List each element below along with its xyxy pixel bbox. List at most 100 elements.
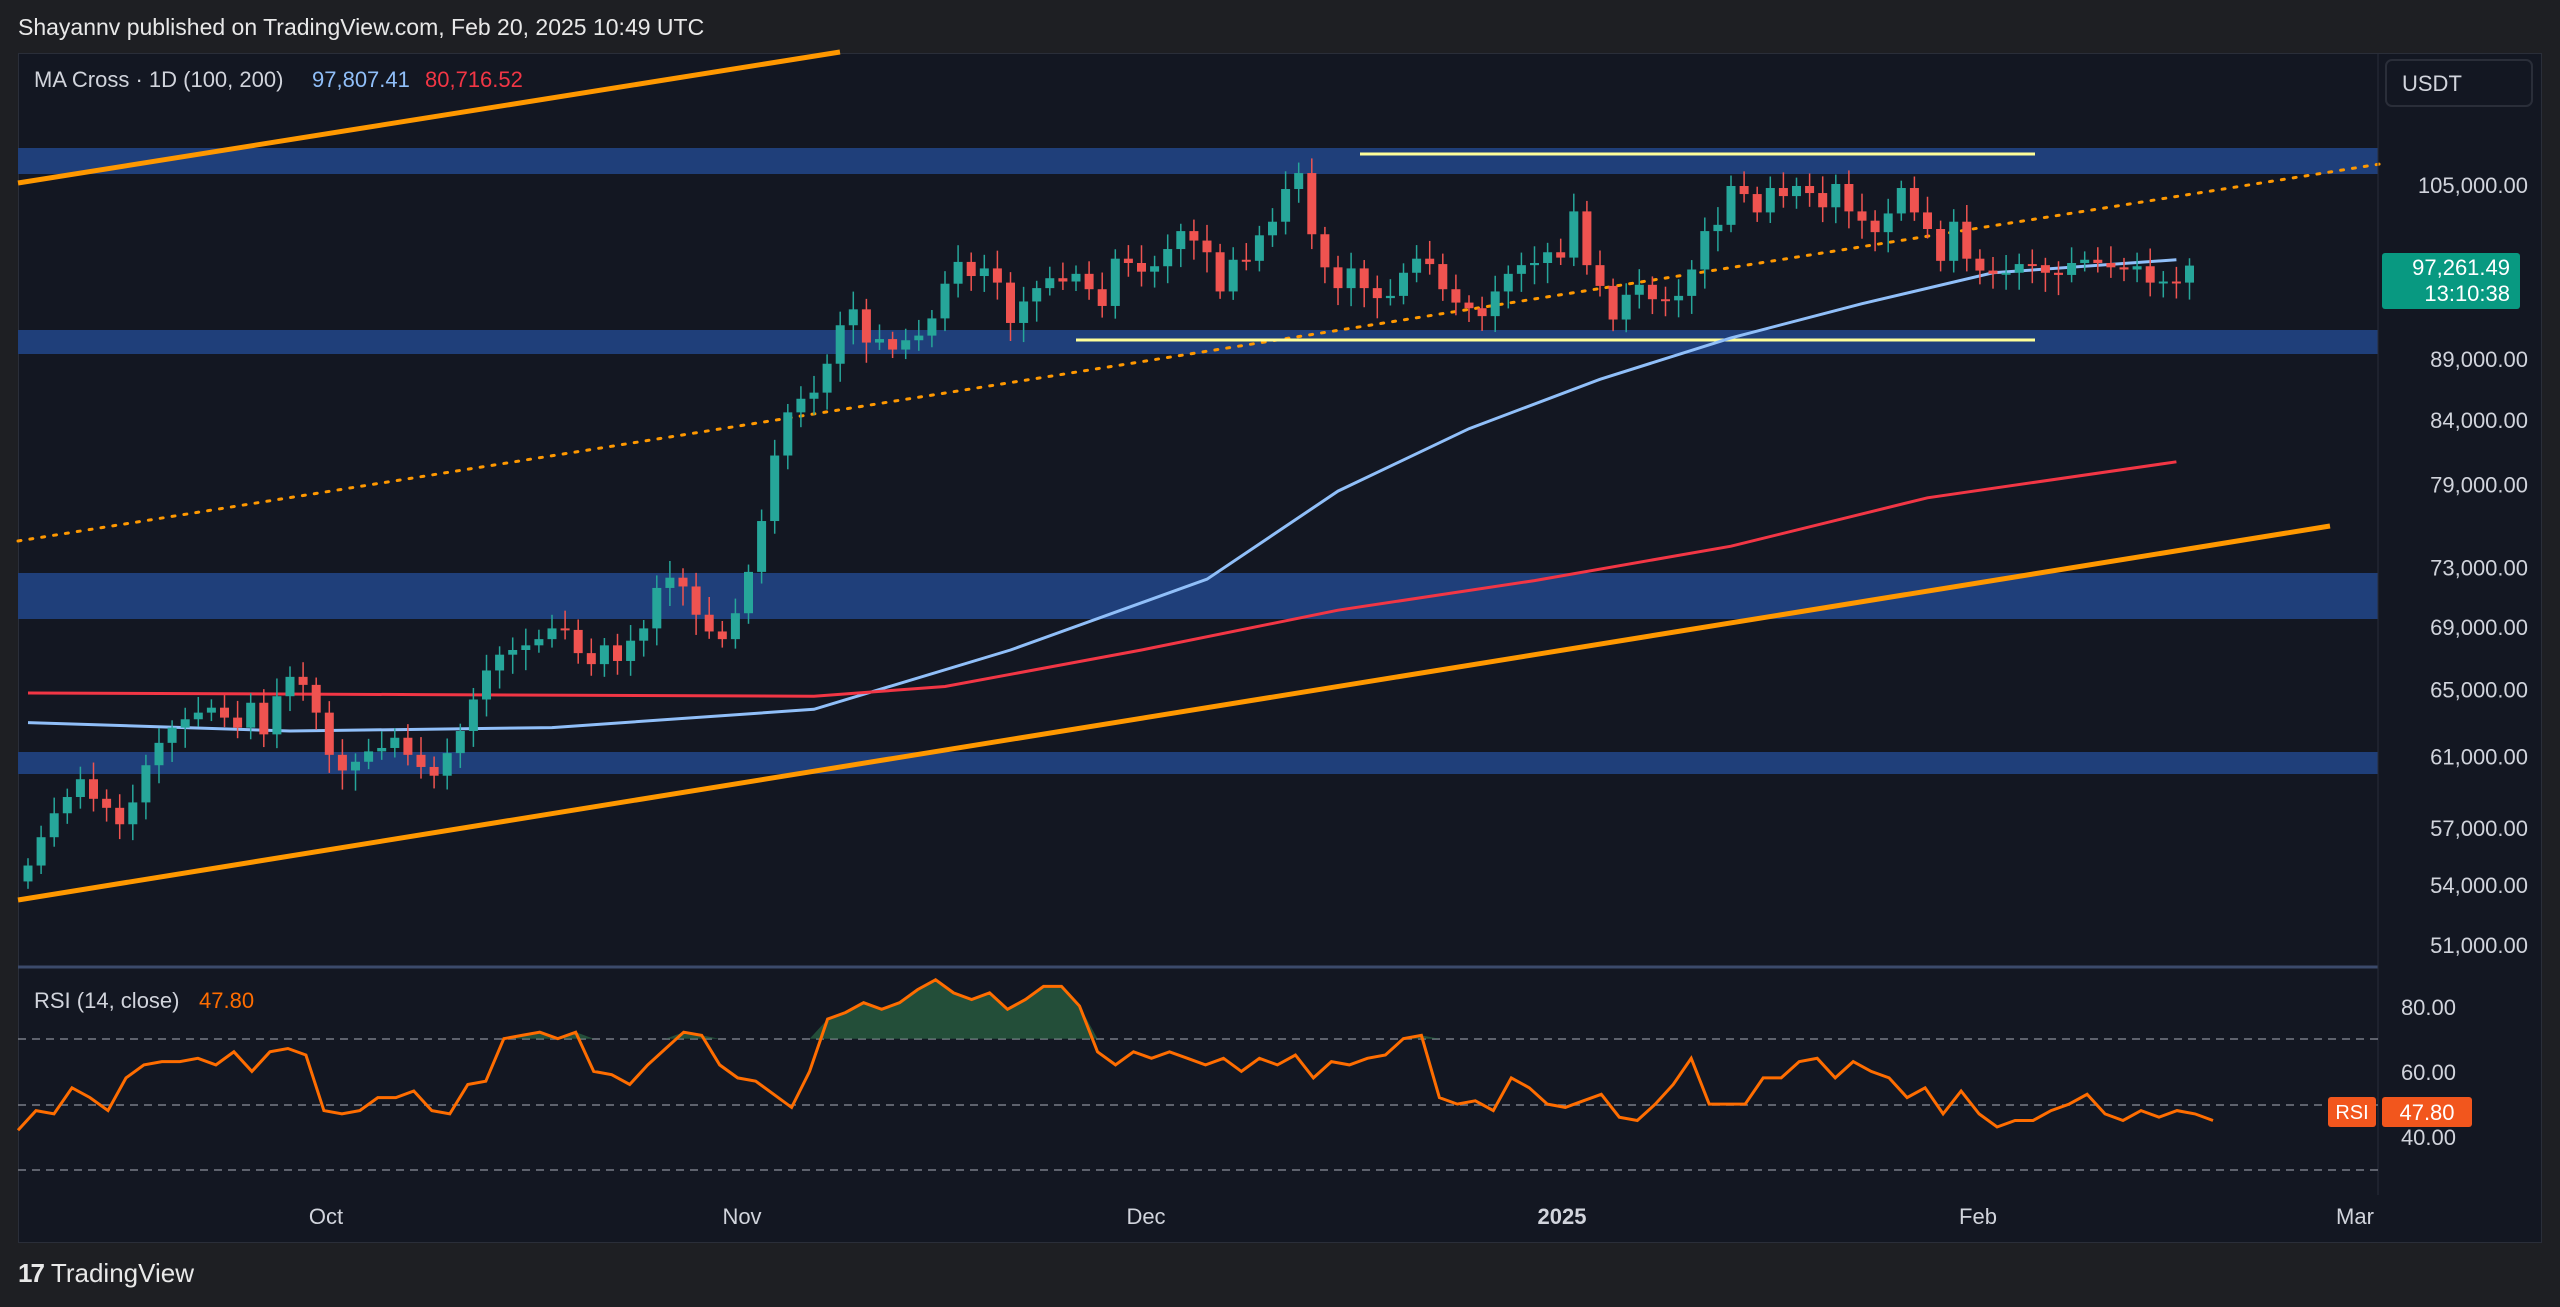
candle: [49, 797, 59, 847]
candle: [652, 575, 662, 646]
candle: [1896, 180, 1906, 221]
candle: [1438, 253, 1448, 301]
candle: [2106, 246, 2116, 278]
candle: [1006, 272, 1015, 342]
candle: [875, 324, 884, 350]
candle: [704, 596, 714, 639]
candle: [2158, 271, 2168, 298]
candle: [547, 614, 557, 648]
candle: [1045, 266, 1055, 296]
tradingview-logo-icon: 17: [18, 1258, 45, 1288]
candle: [508, 637, 518, 674]
candle: [1530, 246, 1539, 285]
rsi-legend[interactable]: RSI (14, close) 47.80: [34, 988, 254, 1013]
candle: [1752, 186, 1762, 222]
candle: [1674, 279, 1684, 318]
rsi-tag-value: 47.80: [2399, 1100, 2454, 1125]
candle: [1241, 243, 1251, 271]
candle: [783, 403, 793, 470]
ma-legend[interactable]: MA Cross · 1D (100, 200) 97,807.41 80,71…: [34, 67, 523, 92]
candle: [560, 610, 570, 640]
candle: [1883, 198, 1893, 253]
candle: [599, 637, 609, 677]
time-tick: Nov: [722, 1204, 761, 1229]
candle: [390, 728, 400, 758]
candle: [154, 728, 164, 784]
candle: [1281, 171, 1291, 235]
candle: [2132, 252, 2142, 283]
candle: [1084, 261, 1094, 300]
candle: [272, 678, 282, 749]
candle: [1333, 255, 1343, 306]
candle: [1228, 247, 1238, 300]
candle: [809, 375, 819, 415]
candle: [744, 564, 753, 624]
zone-61k: [18, 752, 2378, 774]
candle: [1137, 245, 1146, 287]
rsi-tick-60: 60.00: [2401, 1060, 2456, 1085]
upper-channel-line: [17, 49, 841, 186]
candle: [2145, 248, 2155, 297]
candle: [1215, 243, 1225, 299]
price-tick: 61,000.00: [2430, 745, 2528, 770]
candle: [848, 291, 858, 345]
candle: [1988, 256, 1998, 289]
candle: [665, 560, 675, 606]
candle: [1634, 269, 1644, 309]
candle: [351, 753, 360, 791]
candle: [1425, 240, 1435, 275]
support-zone-89k: [18, 330, 2378, 354]
candle: [1857, 193, 1867, 239]
candle: [2080, 251, 2090, 272]
candle: [36, 825, 46, 874]
candle: [1451, 274, 1461, 316]
candle: [377, 731, 387, 760]
candle: [1294, 162, 1304, 203]
rsi-line: [16, 978, 2214, 1132]
candle: [1189, 219, 1199, 260]
candle: [220, 695, 229, 728]
price-tick: 73,000.00: [2430, 556, 2528, 581]
candle: [1399, 263, 1408, 305]
time-tick: 2025: [1538, 1204, 1587, 1229]
candle: [927, 310, 937, 348]
zone-71k: [18, 573, 2378, 619]
rsi-overbought-fill: [503, 979, 1440, 1039]
candle: [1176, 223, 1186, 268]
price-tick: 69,000.00: [2430, 615, 2528, 640]
candle: [1778, 172, 1788, 208]
candle: [1936, 220, 1946, 272]
candle: [1765, 176, 1775, 223]
candle: [717, 620, 727, 648]
candle: [1726, 175, 1736, 233]
candle: [992, 250, 1002, 300]
rsi-value-tag: RSI 47.80: [2328, 1097, 2472, 1127]
candle: [1687, 260, 1697, 314]
candle: [1032, 280, 1042, 322]
publisher-header: Shayannv published on TradingView.com, F…: [18, 14, 705, 40]
time-tick: Mar: [2336, 1204, 2374, 1229]
candle: [128, 784, 138, 841]
candle: [1254, 225, 1264, 272]
candle: [429, 756, 439, 789]
currency-selector[interactable]: USDT: [2385, 59, 2533, 107]
footer[interactable]: 17 TradingView: [18, 1258, 194, 1289]
candle: [1268, 208, 1277, 247]
candle: [1700, 217, 1710, 289]
candle: [1805, 173, 1815, 207]
candle: [1608, 278, 1618, 332]
candle: [1163, 234, 1173, 284]
candle: [626, 625, 636, 676]
candle: [861, 298, 871, 363]
candle: [534, 629, 544, 653]
current-price-tag: 97,261.49 13:10:38: [2382, 253, 2520, 309]
candle: [1503, 265, 1513, 309]
candle-countdown: 13:10:38: [2424, 281, 2510, 306]
candle: [1372, 275, 1382, 319]
candle: [2119, 257, 2129, 282]
candle: [901, 328, 911, 360]
candle: [193, 696, 203, 727]
candle: [2171, 266, 2181, 299]
candle: [75, 766, 85, 809]
